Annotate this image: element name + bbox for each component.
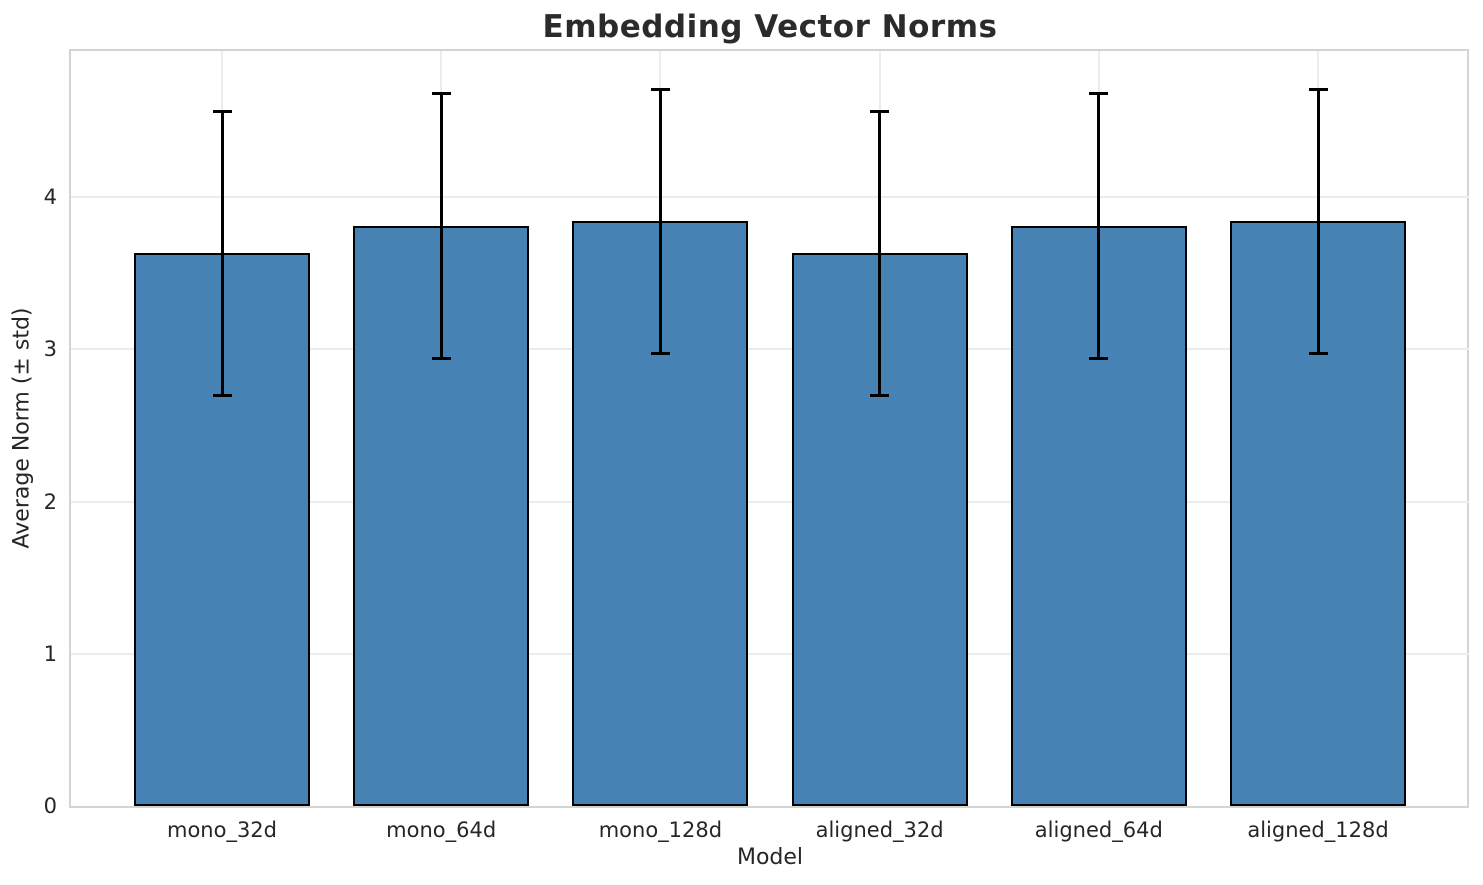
- bar-aligned_32d: [791, 253, 968, 806]
- error-bar-cap: [650, 87, 670, 91]
- y-gridline: [71, 500, 1469, 503]
- error-bar-cap: [431, 92, 451, 96]
- error-bar-cap: [1089, 92, 1109, 96]
- y-gridline: [71, 348, 1469, 351]
- x-tick-label: aligned_32d: [815, 818, 944, 842]
- bar-mono_128d: [572, 221, 749, 806]
- plot-area: [69, 49, 1469, 808]
- x-axis-label: Model: [736, 845, 804, 870]
- chart-title: Embedding Vector Norms: [542, 9, 998, 45]
- y-axis-label: Average Norm (± std): [9, 307, 35, 549]
- x-tick-label: mono_64d: [386, 818, 497, 842]
- error-bar-cap: [650, 352, 670, 356]
- error-bar-cap: [870, 393, 890, 397]
- y-tick-label: 4: [43, 185, 57, 210]
- error-bar-cap: [431, 356, 451, 360]
- error-bar-line: [1316, 89, 1320, 354]
- error-bar-line: [220, 111, 224, 395]
- y-tick-label: 1: [43, 641, 57, 666]
- y-tick-label: 3: [43, 337, 57, 362]
- error-bar-cap: [870, 110, 890, 114]
- y-tick-label: 0: [43, 794, 57, 818]
- x-tick-label: mono_128d: [598, 818, 723, 842]
- error-bar-cap: [1089, 356, 1109, 360]
- error-bar-cap: [212, 110, 232, 114]
- error-bar-cap: [1308, 352, 1328, 356]
- x-tick-label: aligned_128d: [1247, 818, 1389, 842]
- error-bar-cap: [1308, 87, 1328, 91]
- y-gridline: [71, 652, 1469, 655]
- error-bar-line: [658, 89, 662, 354]
- error-bar-line: [1097, 93, 1101, 359]
- error-bar-cap: [212, 393, 232, 397]
- x-tick-label: mono_32d: [166, 818, 277, 842]
- y-gridline: [71, 196, 1469, 199]
- y-tick-label: 2: [43, 489, 57, 514]
- error-bar-line: [439, 93, 443, 359]
- x-tick-label: aligned_64d: [1034, 818, 1163, 842]
- error-bar-line: [878, 111, 882, 395]
